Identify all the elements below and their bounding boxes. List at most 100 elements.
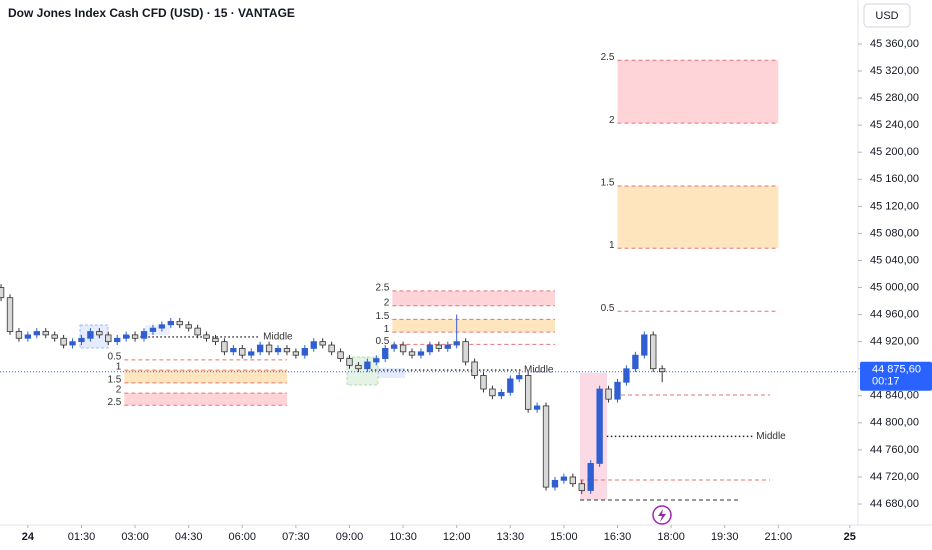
x-tick-label: 13:30 <box>497 531 525 543</box>
countdown-label: 00:17 <box>872 376 900 388</box>
zone-band <box>392 290 555 306</box>
candle-body <box>176 320 183 326</box>
y-tick-label: 44 960,00 <box>870 309 919 321</box>
zone-band <box>124 370 287 383</box>
candle-body <box>578 483 585 491</box>
candle-body <box>24 334 32 339</box>
y-tick-label: 45 360,00 <box>870 38 919 50</box>
candle-body <box>542 405 550 488</box>
candle-body <box>167 320 174 326</box>
candle-body <box>185 324 192 329</box>
zone-level-label: 1.5 <box>375 311 389 322</box>
candle-body <box>149 327 157 332</box>
zone-level-label: 2.5 <box>601 52 615 63</box>
zone-level-label: 2.5 <box>107 397 121 408</box>
x-tick-label: 24 <box>22 531 35 543</box>
x-tick-label: 18:00 <box>657 531 685 543</box>
candle-body <box>390 344 398 349</box>
candle-body <box>274 348 282 353</box>
candle-body <box>256 344 264 353</box>
candle-body <box>248 351 255 356</box>
middle-label: Middle <box>263 332 293 343</box>
candle-body <box>33 331 40 336</box>
candle-body <box>533 405 541 410</box>
y-tick-label: 44 840,00 <box>870 390 919 402</box>
zone-level-label: 1.5 <box>601 178 615 189</box>
candle-body <box>355 364 362 370</box>
y-tick-label: 45 080,00 <box>870 227 919 239</box>
candle-body <box>221 341 228 353</box>
y-tick-label: 44 800,00 <box>870 417 919 429</box>
candle-body <box>605 388 612 400</box>
candle-body <box>587 463 594 491</box>
zone-level-label: 1 <box>609 240 615 251</box>
candle-body <box>310 341 317 349</box>
x-tick-label: 15:00 <box>550 531 578 543</box>
zone-level-label: 2 <box>384 297 390 308</box>
candle-body <box>524 375 532 410</box>
x-tick-label: 19:30 <box>711 531 739 543</box>
currency-button[interactable] <box>863 3 911 28</box>
candle-body <box>131 334 139 339</box>
candle-body <box>489 388 496 397</box>
currency-label[interactable]: USD <box>875 10 898 22</box>
candle-body <box>51 334 58 339</box>
candle-body <box>301 348 308 356</box>
y-tick-label: 45 200,00 <box>870 146 919 158</box>
y-tick-label: 44 720,00 <box>870 471 919 483</box>
candle-body <box>328 344 335 353</box>
y-tick-label: 45 040,00 <box>870 254 919 266</box>
zone-level-label: 1 <box>384 324 390 335</box>
candle-body <box>399 344 407 353</box>
x-tick-label: 25 <box>844 531 856 543</box>
middle-label: Middle <box>756 431 786 442</box>
middle-label: Middle <box>524 365 554 376</box>
y-tick-label: 45 240,00 <box>870 119 919 131</box>
x-tick-label: 10:30 <box>389 531 417 543</box>
x-tick-label: 09:00 <box>336 531 364 543</box>
x-tick-label: 12:00 <box>443 531 471 543</box>
candle-body <box>426 344 434 353</box>
x-tick-label: 06:00 <box>229 531 257 543</box>
y-tick-label: 45 280,00 <box>870 92 919 104</box>
zone-level-label: 0.5 <box>107 352 121 363</box>
x-tick-label: 21:00 <box>765 531 793 543</box>
candle-body <box>632 354 639 370</box>
x-tick-label: 16:30 <box>604 531 632 543</box>
candle-body <box>319 341 326 346</box>
candle-body <box>444 344 451 349</box>
candle-body <box>283 348 291 353</box>
candle-body <box>623 368 630 383</box>
y-tick-label: 44 920,00 <box>870 336 919 348</box>
candle-body <box>507 378 514 393</box>
y-tick-label: 44 680,00 <box>870 498 919 510</box>
candle-body <box>364 361 371 370</box>
candle-body <box>346 358 353 366</box>
candle-body <box>560 476 568 481</box>
candle-body <box>239 348 246 356</box>
zone-band <box>124 393 287 406</box>
candle-body <box>158 324 166 329</box>
candle-body <box>551 479 559 488</box>
candle-body <box>212 337 219 343</box>
zone-level-label: 1.5 <box>107 375 121 386</box>
candle-body <box>614 381 621 400</box>
candle-body <box>373 358 380 363</box>
candle-body <box>78 337 85 343</box>
x-tick-label: 01:30 <box>68 531 96 543</box>
candle-body <box>265 344 273 353</box>
candle-body <box>96 331 103 336</box>
order-block <box>378 368 405 378</box>
zone-level-label: 2.5 <box>375 283 389 294</box>
x-tick-label: 04:30 <box>175 531 203 543</box>
candle-body <box>140 331 148 339</box>
event-icon-bolt <box>658 509 666 522</box>
candle-body <box>417 351 425 356</box>
candle-body <box>230 348 237 353</box>
candle-body <box>114 337 121 343</box>
candle-body <box>60 337 67 346</box>
chart-title: Dow Jones Index Cash CFD (USD) · 15 · VA… <box>8 6 295 20</box>
y-tick-label: 45 120,00 <box>870 200 919 212</box>
candle-body <box>87 331 94 339</box>
